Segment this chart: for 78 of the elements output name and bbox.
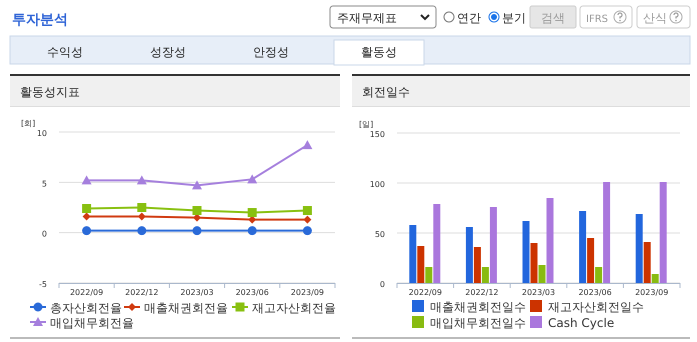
- legend-label: 재고자산회전율: [252, 301, 336, 315]
- bar: [490, 207, 497, 283]
- bar: [522, 221, 530, 283]
- point: [82, 226, 92, 236]
- x-tick-label: 2023/06: [578, 288, 612, 297]
- bar: [409, 225, 416, 283]
- x-tick-label: 2022/12: [465, 288, 499, 297]
- bar: [579, 211, 586, 283]
- y-tick-label: 10: [36, 129, 47, 138]
- legend-label: 총자산회전율: [50, 301, 122, 315]
- point: [82, 204, 92, 214]
- text: IFRS: [586, 14, 608, 25]
- chart-title: 회전일수: [362, 85, 410, 99]
- chart-title: 활동성지표: [20, 85, 80, 99]
- y-tick-label: 0: [42, 230, 47, 239]
- x-tick-label: 2022/09: [70, 288, 104, 297]
- point: [192, 180, 202, 190]
- text: 안정성: [253, 45, 289, 59]
- bar: [530, 243, 538, 283]
- bar: [482, 267, 489, 283]
- y-tick-label: 50: [374, 230, 385, 239]
- point: [247, 174, 258, 184]
- point: [82, 175, 92, 184]
- text: 성장성: [150, 45, 186, 59]
- bar: [660, 182, 667, 283]
- point: [248, 226, 257, 236]
- bar: [652, 274, 659, 283]
- bar: [417, 246, 424, 283]
- x-tick-label: 2023/03: [522, 288, 556, 297]
- text: 활동성: [361, 45, 397, 59]
- point: [248, 208, 257, 218]
- bar: [546, 198, 554, 283]
- bar: [644, 242, 651, 283]
- y-axis-title: [일]: [359, 120, 374, 129]
- bar: [425, 267, 432, 283]
- point: [302, 140, 312, 150]
- y-tick-label: 150: [370, 130, 385, 139]
- x-tick-label: 2023/09: [290, 288, 324, 297]
- x-tick-label: 2022/12: [125, 288, 158, 297]
- y-tick-label: 100: [370, 180, 385, 189]
- bar: [466, 227, 473, 283]
- text: 산식: [643, 11, 667, 25]
- legend-label: 매출채권회전율: [144, 301, 228, 315]
- x-tick-label: 2023/06: [236, 288, 269, 297]
- legend-label: 매입채무회전일수: [430, 316, 526, 330]
- text: 수익성: [47, 45, 83, 59]
- bar: [603, 182, 610, 283]
- text: 연간: [457, 11, 481, 25]
- bar: [636, 214, 643, 283]
- x-tick-label: 2022/09: [408, 288, 442, 297]
- text: 분기: [502, 11, 526, 25]
- text: 주재무제표: [337, 11, 397, 25]
- legend-label: 매출채권회전일수: [430, 300, 526, 314]
- y-tick-label: -5: [39, 280, 47, 289]
- text: 투자분석: [12, 12, 68, 28]
- point: [138, 212, 146, 221]
- legend-label: Cash Cycle: [548, 316, 614, 330]
- legend-label: 매입채무회전율: [50, 316, 134, 330]
- point: [192, 226, 202, 236]
- y-tick-label: 5: [42, 179, 47, 188]
- bar: [433, 204, 440, 283]
- y-tick-label: 0: [380, 280, 385, 289]
- y-axis-title: [회]: [21, 119, 36, 128]
- bar: [538, 265, 546, 283]
- bar: [587, 238, 594, 283]
- point: [136, 175, 147, 184]
- point: [302, 226, 312, 236]
- point: [137, 226, 146, 236]
- legend-label: 재고자산회전일수: [548, 300, 644, 314]
- x-tick-label: 2023/03: [180, 288, 214, 297]
- bar: [474, 247, 481, 283]
- bar: [595, 267, 602, 283]
- text: 검색: [541, 11, 565, 25]
- point: [303, 216, 312, 224]
- point: [192, 206, 202, 216]
- point: [137, 203, 146, 212]
- x-tick-label: 2023/09: [635, 288, 668, 297]
- point: [302, 206, 312, 216]
